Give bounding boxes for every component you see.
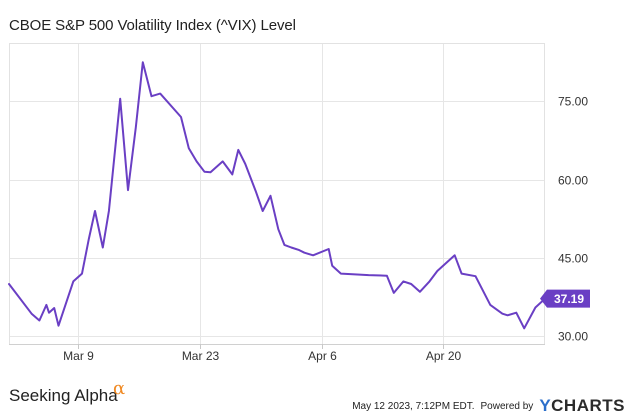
data-point xyxy=(71,279,76,284)
data-point xyxy=(29,311,34,316)
ycharts-y-icon: Y xyxy=(539,396,552,415)
timestamp: May 12 2023, 7:12PM EDT. xyxy=(352,400,475,412)
data-point xyxy=(297,248,302,253)
data-point xyxy=(186,146,191,151)
y-tick-label: 75.00 xyxy=(558,95,588,109)
data-point xyxy=(126,188,131,193)
data-point xyxy=(140,60,145,65)
data-point xyxy=(505,313,510,318)
data-point xyxy=(37,318,42,323)
data-point xyxy=(86,236,91,241)
y-tick-label: 45.00 xyxy=(558,252,588,266)
x-tick-label: Mar 23 xyxy=(182,349,220,363)
data-point xyxy=(100,245,105,250)
seeking-alpha-logo: Seeking Alpha α xyxy=(9,378,125,406)
data-point xyxy=(80,271,85,276)
alpha-icon: α xyxy=(113,378,126,399)
data-point xyxy=(133,125,138,130)
data-point xyxy=(106,209,111,214)
data-point xyxy=(276,227,281,232)
data-point xyxy=(409,282,414,287)
ycharts-wordmark: CHARTS xyxy=(551,396,625,415)
data-point xyxy=(230,172,235,177)
data-point xyxy=(311,253,316,258)
data-point xyxy=(118,96,123,101)
data-point xyxy=(459,271,464,276)
data-point xyxy=(208,170,213,175)
data-point xyxy=(444,261,449,266)
data-point xyxy=(366,273,371,278)
x-tick-label: Apr 6 xyxy=(308,349,337,363)
chart-footer: May 12 2023, 7:12PM EDT. Powered by YCHA… xyxy=(352,396,625,416)
data-point xyxy=(179,115,184,120)
data-point xyxy=(47,310,52,315)
brand-name: Seeking Alpha xyxy=(9,386,118,405)
data-point xyxy=(330,263,335,268)
data-point xyxy=(260,209,265,214)
data-point xyxy=(338,271,343,276)
data-point xyxy=(417,289,422,294)
last-value-flag xyxy=(540,289,590,308)
x-tick-label: Apr 20 xyxy=(426,349,462,363)
data-point xyxy=(282,242,287,247)
data-point xyxy=(391,290,396,295)
chart-title: CBOE S&P 500 Volatility Index (^VIX) Lev… xyxy=(9,17,296,34)
y-axis-ticks: 30.00 45.00 60.00 75.00 xyxy=(558,95,588,344)
data-point xyxy=(452,253,457,258)
gridlines xyxy=(9,44,545,344)
ycharts-logo[interactable]: YCHARTS xyxy=(539,396,625,416)
data-point xyxy=(253,189,258,194)
data-point xyxy=(236,147,241,152)
data-point xyxy=(533,305,538,310)
x-axis-ticks: Mar 9 Mar 23 Apr 6 Apr 20 xyxy=(63,344,462,363)
data-point xyxy=(384,273,389,278)
data-point xyxy=(202,169,207,174)
powered-by-label: Powered by xyxy=(480,400,534,412)
data-point xyxy=(93,209,98,214)
data-point xyxy=(326,247,331,252)
data-point xyxy=(488,302,493,307)
data-point xyxy=(149,94,154,99)
last-value-marker: 37.19 xyxy=(540,289,590,308)
data-point xyxy=(243,162,248,167)
data-point xyxy=(514,310,519,315)
data-point xyxy=(52,306,57,311)
data-point xyxy=(302,250,307,255)
data-point xyxy=(473,274,478,279)
plot-area-border xyxy=(9,43,545,345)
plot-frame xyxy=(9,43,545,345)
data-point xyxy=(268,193,273,198)
x-tick-label: Mar 9 xyxy=(63,349,94,363)
last-value-label: 37.19 xyxy=(554,292,584,306)
data-point xyxy=(220,159,225,164)
data-point xyxy=(7,282,12,287)
data-point xyxy=(401,279,406,284)
data-point xyxy=(56,323,61,328)
series-vix xyxy=(7,60,546,331)
data-point xyxy=(500,311,505,316)
vix-series-line xyxy=(8,61,546,330)
data-point xyxy=(522,326,527,331)
data-point xyxy=(435,269,440,274)
data-point xyxy=(194,159,199,164)
data-point xyxy=(44,302,49,307)
data-point xyxy=(348,272,353,277)
data-point xyxy=(289,245,294,250)
y-tick-label: 60.00 xyxy=(558,174,588,188)
data-point xyxy=(427,279,432,284)
y-tick-label: 30.00 xyxy=(558,330,588,344)
data-point xyxy=(158,91,163,96)
